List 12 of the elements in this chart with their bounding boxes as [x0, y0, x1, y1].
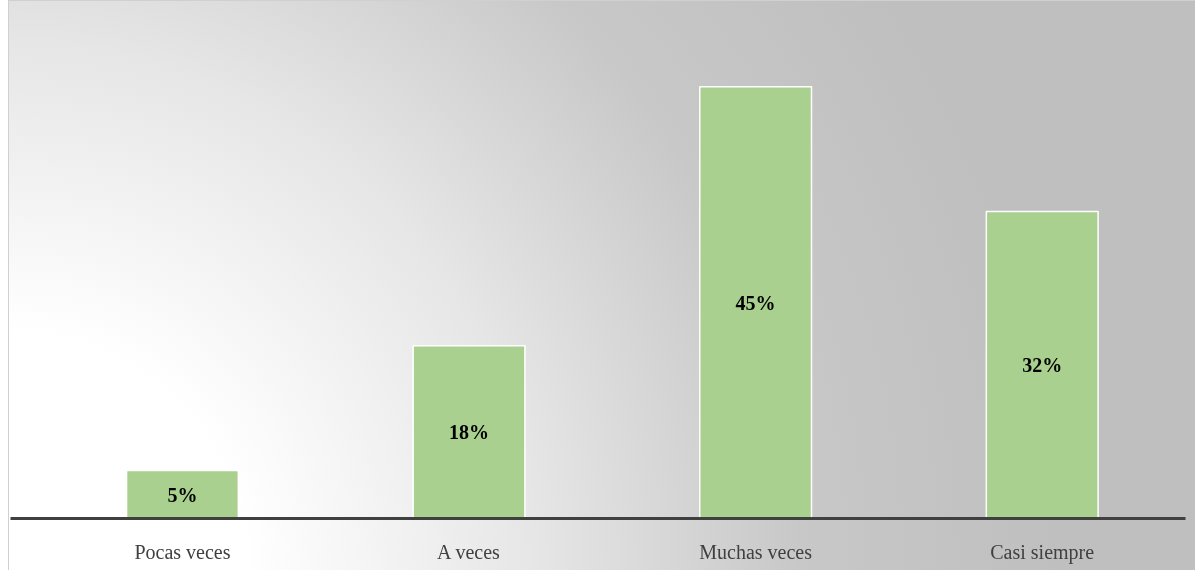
bar [412, 345, 526, 519]
data-label: 5% [167, 483, 198, 506]
x-tick-label: A veces [437, 540, 501, 563]
bar [125, 469, 240, 519]
data-label: 45% [735, 291, 776, 314]
bar [985, 210, 1099, 519]
data-label: 32% [1022, 354, 1063, 377]
bar [698, 86, 813, 519]
x-tick-label: Muchas veces [699, 540, 813, 563]
x-tick-label: Pocas veces [134, 540, 231, 563]
data-label: 18% [449, 421, 490, 444]
x-tick-label: Casi siempre [990, 540, 1095, 564]
